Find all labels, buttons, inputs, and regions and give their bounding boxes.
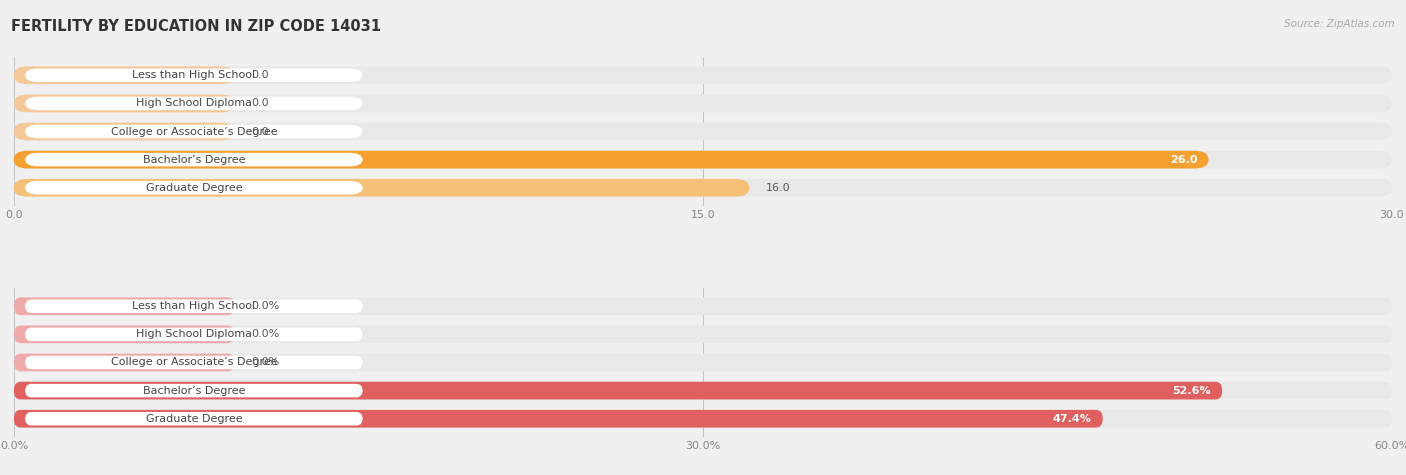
Text: Less than High School: Less than High School bbox=[132, 70, 256, 80]
FancyBboxPatch shape bbox=[14, 123, 235, 141]
Text: 0.0%: 0.0% bbox=[252, 358, 280, 368]
Text: High School Diploma: High School Diploma bbox=[136, 98, 252, 108]
FancyBboxPatch shape bbox=[14, 66, 235, 84]
FancyBboxPatch shape bbox=[14, 410, 1392, 428]
Text: Graduate Degree: Graduate Degree bbox=[146, 183, 242, 193]
FancyBboxPatch shape bbox=[14, 66, 1392, 84]
Text: 26.0: 26.0 bbox=[1170, 155, 1197, 165]
Text: High School Diploma: High School Diploma bbox=[136, 329, 252, 339]
FancyBboxPatch shape bbox=[14, 353, 1392, 371]
FancyBboxPatch shape bbox=[14, 95, 1392, 112]
FancyBboxPatch shape bbox=[14, 325, 1392, 343]
FancyBboxPatch shape bbox=[14, 382, 1222, 399]
FancyBboxPatch shape bbox=[25, 328, 363, 341]
Text: 0.0%: 0.0% bbox=[252, 329, 280, 339]
Text: 0.0: 0.0 bbox=[252, 70, 269, 80]
FancyBboxPatch shape bbox=[25, 68, 363, 82]
Text: College or Associate’s Degree: College or Associate’s Degree bbox=[111, 126, 277, 136]
Text: Graduate Degree: Graduate Degree bbox=[146, 414, 242, 424]
Text: 16.0: 16.0 bbox=[765, 183, 790, 193]
FancyBboxPatch shape bbox=[25, 125, 363, 138]
FancyBboxPatch shape bbox=[14, 95, 235, 112]
Text: FERTILITY BY EDUCATION IN ZIP CODE 14031: FERTILITY BY EDUCATION IN ZIP CODE 14031 bbox=[11, 19, 381, 34]
FancyBboxPatch shape bbox=[25, 412, 363, 426]
FancyBboxPatch shape bbox=[25, 300, 363, 313]
FancyBboxPatch shape bbox=[14, 382, 1392, 399]
FancyBboxPatch shape bbox=[14, 179, 749, 197]
FancyBboxPatch shape bbox=[14, 151, 1208, 169]
Text: Source: ZipAtlas.com: Source: ZipAtlas.com bbox=[1284, 19, 1395, 29]
FancyBboxPatch shape bbox=[14, 353, 235, 371]
Text: 0.0: 0.0 bbox=[252, 98, 269, 108]
FancyBboxPatch shape bbox=[14, 297, 235, 315]
FancyBboxPatch shape bbox=[14, 123, 1392, 141]
FancyBboxPatch shape bbox=[25, 96, 363, 110]
FancyBboxPatch shape bbox=[14, 179, 1392, 197]
Text: 47.4%: 47.4% bbox=[1053, 414, 1091, 424]
Text: 52.6%: 52.6% bbox=[1173, 386, 1211, 396]
FancyBboxPatch shape bbox=[14, 410, 1102, 428]
Text: Bachelor’s Degree: Bachelor’s Degree bbox=[142, 386, 245, 396]
FancyBboxPatch shape bbox=[25, 153, 363, 166]
FancyBboxPatch shape bbox=[25, 356, 363, 369]
Text: 0.0: 0.0 bbox=[252, 126, 269, 136]
Text: Less than High School: Less than High School bbox=[132, 301, 256, 311]
FancyBboxPatch shape bbox=[14, 325, 235, 343]
Text: College or Associate’s Degree: College or Associate’s Degree bbox=[111, 358, 277, 368]
FancyBboxPatch shape bbox=[14, 151, 1392, 169]
FancyBboxPatch shape bbox=[14, 297, 1392, 315]
Text: Bachelor’s Degree: Bachelor’s Degree bbox=[142, 155, 245, 165]
FancyBboxPatch shape bbox=[25, 384, 363, 398]
Text: 0.0%: 0.0% bbox=[252, 301, 280, 311]
FancyBboxPatch shape bbox=[25, 181, 363, 194]
